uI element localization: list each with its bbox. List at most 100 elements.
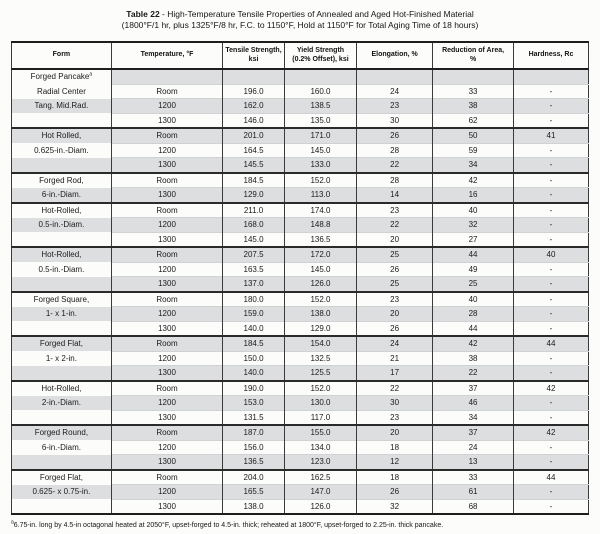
hardness-cell: - xyxy=(512,439,589,455)
yield-cell: 152.0 xyxy=(283,290,357,307)
reduction-cell: 24 xyxy=(432,439,514,455)
hardness-cell: - xyxy=(512,498,589,514)
tensile-cell: 159.0 xyxy=(222,306,285,321)
hardness-cell xyxy=(512,69,589,84)
temp-cell: Room xyxy=(110,379,223,396)
elongation-cell: 21 xyxy=(356,350,433,366)
table-row: Hot-Rolled, Room 190.0 152.0 22 37 42 xyxy=(11,379,589,396)
table-row: 0.625- x 0.75-in. 1200 165.5 147.0 26 61- xyxy=(11,484,589,499)
yield-cell xyxy=(283,69,357,84)
table-row: 6-in.-Diam. 1200 156.0 134.0 18 24- xyxy=(12,439,589,455)
column-header: Form xyxy=(11,42,112,70)
hardness-cell: - xyxy=(512,157,589,173)
table-row: 1- x 1-in. 1200 159.0 138.0 20 28- xyxy=(11,306,589,321)
footnote: a6.75-in. long by 4.5-in octagonal heate… xyxy=(11,520,600,529)
tensile-cell: 163.5 xyxy=(222,261,285,277)
elongation-cell: 24 xyxy=(356,335,433,351)
temp-cell: 1200 xyxy=(110,439,223,455)
yield-cell: 129.0 xyxy=(283,320,357,336)
temp-cell: 1200 xyxy=(110,217,223,232)
table-row: 1300 136.5 123.0 12 13- xyxy=(11,454,589,470)
yield-cell: 138.0 xyxy=(283,306,357,321)
elongation-cell: 25 xyxy=(356,246,433,262)
hardness-cell: - xyxy=(512,98,589,113)
temp-cell: 1200 xyxy=(110,98,223,113)
table-row: Forged Square, Room 180.0 152.0 23 40- xyxy=(11,290,589,307)
elongation-cell: 28 xyxy=(356,142,433,158)
reduction-cell: 37 xyxy=(432,424,514,440)
yield-cell: 152.0 xyxy=(283,379,357,396)
temp-cell: 1200 xyxy=(110,142,223,158)
elongation-cell: 20 xyxy=(356,306,433,321)
reduction-cell: 50 xyxy=(432,127,514,143)
reduction-cell: 33 xyxy=(432,83,514,99)
yield-cell: 171.0 xyxy=(283,127,357,143)
elongation-cell: 22 xyxy=(356,217,433,232)
temp-cell: Room xyxy=(110,335,223,351)
temp-cell: Room xyxy=(110,246,223,262)
yield-cell: 160.0 xyxy=(283,83,357,99)
table-title: Table 22 - High-Temperature Tensile Prop… xyxy=(0,0,600,30)
table-row: 0.625-in.-Diam. 1200 164.5 145.0 28 59- xyxy=(12,142,589,158)
reduction-cell: 40 xyxy=(432,201,514,218)
tensile-cell: 168.0 xyxy=(222,217,285,232)
hardness-cell: - xyxy=(512,290,589,307)
temp-cell: Room xyxy=(110,171,223,188)
temp-cell: 1300 xyxy=(110,231,223,247)
form-cell xyxy=(11,276,112,292)
hardness-cell: 42 xyxy=(512,424,589,440)
reduction-cell: 68 xyxy=(432,498,514,514)
hardness-cell: - xyxy=(512,409,589,425)
yield-cell: 134.0 xyxy=(283,439,357,455)
table-row: 0.5-in.-Diam. 1200 168.0 148.8 22 32- xyxy=(11,217,589,232)
table-row: Forged Rod, Room 184.5 152.0 28 42- xyxy=(11,171,589,188)
temp-cell: Room xyxy=(110,468,223,485)
form-cell xyxy=(12,113,112,128)
column-header: Yield Strength (0.2% Offset), ksi xyxy=(283,42,357,70)
elongation-cell: 22 xyxy=(356,157,433,173)
tensile-cell: 150.0 xyxy=(222,350,285,366)
table-row: Radial Center Room 196.0 160.0 24 33- xyxy=(12,83,589,99)
hardness-cell: - xyxy=(512,276,589,292)
hardness-cell: - xyxy=(512,187,589,203)
temp-cell: 1300 xyxy=(110,157,223,173)
yield-cell: 154.0 xyxy=(283,335,357,351)
reduction-cell: 49 xyxy=(432,261,514,277)
temp-cell: 1200 xyxy=(110,395,223,410)
temp-cell: Room xyxy=(110,83,223,99)
tensile-cell: 196.0 xyxy=(222,83,285,99)
table-row: Forged Pancakea xyxy=(12,69,589,84)
hardness-cell: - xyxy=(512,350,589,366)
form-cell: 0.5-in.-Diam. xyxy=(11,217,112,232)
hardness-cell: - xyxy=(512,142,589,158)
hardness-cell: - xyxy=(512,201,589,218)
elongation-cell: 24 xyxy=(356,83,433,99)
elongation-cell xyxy=(356,69,433,84)
form-cell: Forged Round, xyxy=(11,424,112,440)
table-row: Hot-Rolled, Room 207.5 172.0 25 44 40 xyxy=(11,246,589,262)
tensile-cell: 187.0 xyxy=(222,424,285,440)
elongation-cell: 32 xyxy=(356,498,433,514)
temp-cell: Room xyxy=(110,424,223,440)
table-row: 6-in.-Diam. 1300 129.0 113.0 14 16- xyxy=(11,187,589,203)
temp-cell: 1200 xyxy=(110,306,223,321)
table-row: 1300 137.0 126.0 25 25- xyxy=(11,276,589,292)
elongation-cell: 12 xyxy=(356,454,433,470)
footnote-text: 6.75-in. long by 4.5-in octagonal heated… xyxy=(13,522,444,529)
temp-cell xyxy=(110,69,223,84)
table-row: Hot-Rolled, Room 211.0 174.0 23 40- xyxy=(11,201,589,218)
table-header: Form Temperature, °F Tensile Strength, ksi Y… xyxy=(11,42,589,70)
table-row: 1300 138.0 126.0 32 68- xyxy=(12,498,589,514)
form-cell: 0.625-in.-Diam. xyxy=(34,145,89,155)
yield-cell: 126.0 xyxy=(283,498,357,514)
form-cell: Radial Center xyxy=(36,86,86,96)
yield-cell: 136.5 xyxy=(283,231,357,247)
reduction-cell: 34 xyxy=(432,409,514,425)
elongation-cell: 20 xyxy=(356,424,433,440)
tensile-cell: 184.5 xyxy=(222,335,285,351)
tensile-cell: 211.0 xyxy=(222,201,285,218)
table-row: Tang. Mid.Rad. 1200 162.0 138.5 23 38- xyxy=(11,98,589,113)
table-row: Hot Rolled, Room 201.0 171.0 26 50 41 xyxy=(11,127,589,143)
yield-cell: 135.0 xyxy=(283,112,357,128)
yield-cell: 147.0 xyxy=(283,484,357,499)
